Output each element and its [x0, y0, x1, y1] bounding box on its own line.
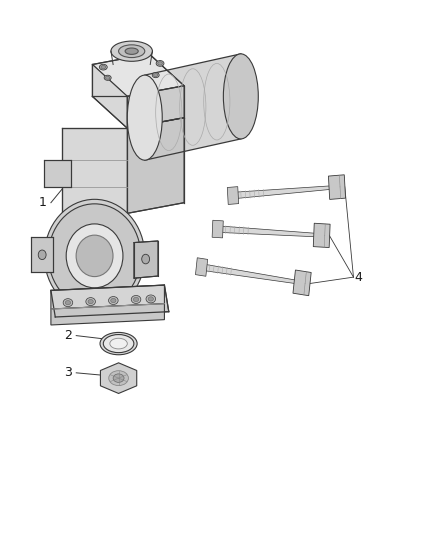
Ellipse shape: [100, 333, 137, 355]
Text: 3: 3: [64, 366, 72, 379]
Text: 4: 4: [355, 271, 363, 284]
Ellipse shape: [86, 297, 95, 305]
Polygon shape: [51, 285, 164, 309]
Polygon shape: [134, 241, 158, 278]
Ellipse shape: [223, 54, 258, 139]
Ellipse shape: [113, 374, 124, 382]
Polygon shape: [205, 264, 307, 285]
Ellipse shape: [146, 295, 155, 303]
Ellipse shape: [44, 199, 145, 312]
Ellipse shape: [104, 75, 111, 80]
Polygon shape: [44, 160, 71, 187]
Ellipse shape: [48, 204, 141, 308]
Polygon shape: [100, 363, 137, 393]
Ellipse shape: [148, 297, 153, 301]
Ellipse shape: [101, 66, 106, 69]
Polygon shape: [313, 223, 330, 247]
Ellipse shape: [110, 338, 127, 349]
Ellipse shape: [99, 64, 107, 70]
Ellipse shape: [154, 74, 158, 77]
Ellipse shape: [111, 298, 116, 303]
Polygon shape: [212, 220, 223, 238]
Text: 1: 1: [38, 196, 46, 209]
Polygon shape: [236, 185, 341, 198]
Polygon shape: [92, 64, 127, 128]
Ellipse shape: [158, 62, 162, 65]
Ellipse shape: [106, 76, 110, 79]
Ellipse shape: [88, 300, 93, 304]
Ellipse shape: [65, 301, 71, 305]
Polygon shape: [51, 285, 169, 317]
Ellipse shape: [127, 75, 162, 160]
Ellipse shape: [66, 224, 123, 288]
Polygon shape: [293, 270, 311, 296]
Ellipse shape: [131, 295, 141, 303]
Ellipse shape: [142, 254, 150, 264]
Polygon shape: [127, 86, 184, 128]
Polygon shape: [62, 128, 127, 213]
Ellipse shape: [156, 61, 164, 66]
Ellipse shape: [109, 296, 118, 304]
Polygon shape: [51, 304, 164, 325]
Ellipse shape: [63, 298, 73, 306]
Polygon shape: [145, 54, 241, 160]
Polygon shape: [31, 237, 53, 272]
Ellipse shape: [111, 41, 152, 61]
Ellipse shape: [109, 370, 128, 385]
Ellipse shape: [134, 297, 139, 302]
Polygon shape: [127, 118, 184, 213]
Polygon shape: [92, 54, 184, 96]
Ellipse shape: [38, 250, 46, 260]
Ellipse shape: [125, 48, 138, 54]
Polygon shape: [221, 226, 326, 237]
Ellipse shape: [119, 45, 145, 58]
Polygon shape: [195, 258, 208, 276]
Polygon shape: [328, 175, 346, 199]
Ellipse shape: [152, 72, 159, 78]
Ellipse shape: [76, 235, 113, 277]
Text: 2: 2: [64, 329, 72, 342]
Polygon shape: [227, 187, 239, 205]
Ellipse shape: [103, 335, 134, 353]
